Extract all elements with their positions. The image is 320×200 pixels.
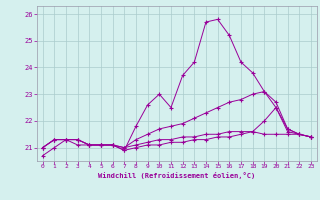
X-axis label: Windchill (Refroidissement éolien,°C): Windchill (Refroidissement éolien,°C) xyxy=(98,172,255,179)
